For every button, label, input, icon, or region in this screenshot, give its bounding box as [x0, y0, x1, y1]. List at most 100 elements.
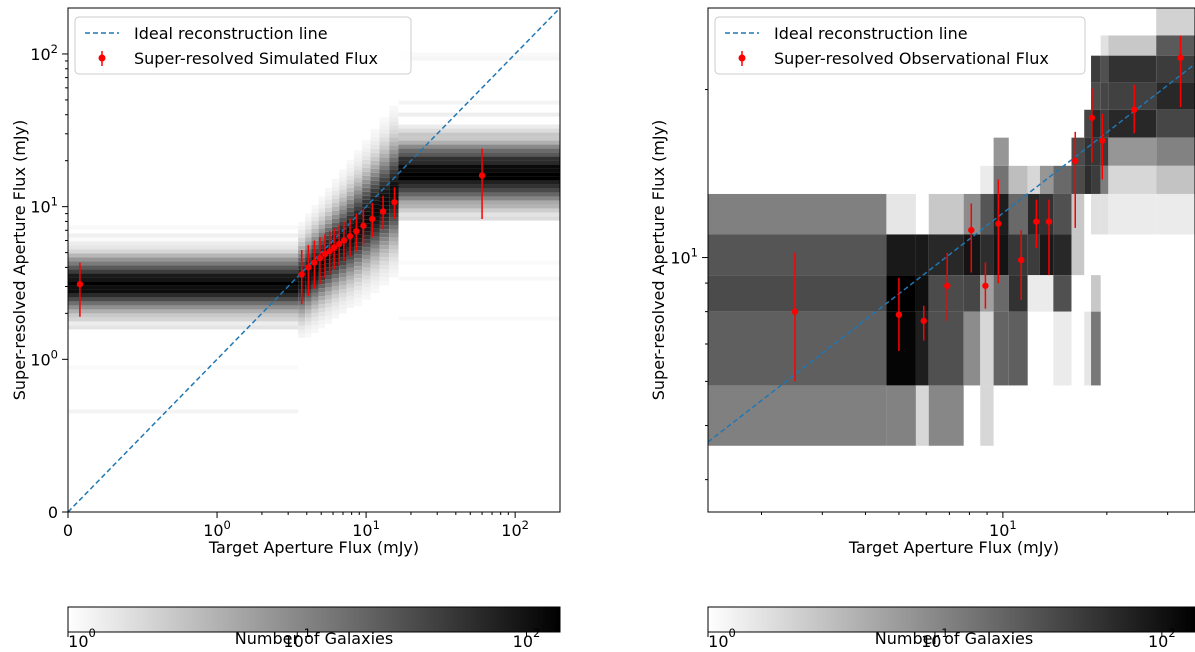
right-x-ticks: 101 [760, 512, 1169, 540]
x-tick-label: 0 [63, 521, 73, 540]
heatmap-cell [311, 212, 319, 217]
heatmap-cell [346, 195, 355, 200]
heatmap-cell [324, 311, 332, 316]
heatmap-cell [311, 224, 319, 229]
heatmap-cell [318, 232, 325, 237]
heatmap-cell [362, 279, 371, 284]
heatmap-cell [370, 212, 380, 217]
heatmap-cell [354, 198, 363, 203]
heatmap-cell [1053, 311, 1072, 386]
heatmap-cell [993, 234, 1009, 276]
heatmap-cell [354, 250, 363, 255]
left-heatmap [68, 52, 560, 414]
heatmap-cell [354, 226, 363, 231]
heatmap-cell [354, 282, 363, 287]
heatmap-cell [389, 233, 399, 238]
heatmap-cell [379, 121, 390, 126]
heatmap-cell [389, 169, 399, 174]
heatmap-cell [339, 205, 347, 210]
heatmap-cell [339, 293, 347, 298]
data-point [1088, 114, 1096, 121]
heatmap-cell [354, 154, 363, 159]
heatmap-cell [379, 269, 390, 274]
heatmap-cell [389, 265, 399, 270]
heatmap-cell [305, 325, 312, 330]
heatmap-cell [398, 176, 560, 181]
heatmap-cell [324, 283, 332, 288]
heatmap-cell [370, 132, 380, 137]
heatmap-cell [346, 279, 355, 284]
heatmap-cell [68, 325, 299, 330]
heatmap-cell [389, 125, 399, 130]
heatmap-cell [331, 258, 340, 263]
data-point [1099, 137, 1106, 144]
heatmap-cell [1100, 165, 1109, 194]
heatmap-cell [346, 287, 355, 292]
heatmap-cell [305, 217, 312, 222]
data-point [379, 208, 387, 215]
heatmap-cell [339, 289, 347, 294]
heatmap-cell [362, 191, 371, 196]
heatmap-cell [298, 233, 306, 238]
heatmap-cell [1108, 55, 1157, 83]
heatmap-cell [398, 216, 560, 221]
heatmap-cell [389, 113, 399, 118]
heatmap-cell [963, 311, 981, 386]
heatmap-cell [68, 237, 299, 242]
heatmap-cell [1108, 109, 1157, 138]
heatmap-cell [68, 301, 299, 306]
heatmap-cell [362, 291, 371, 296]
heatmap-cell [1156, 165, 1195, 194]
heatmap-cell [339, 297, 347, 302]
heatmap-cell [362, 179, 371, 184]
heatmap-cell [339, 269, 347, 274]
heatmap-cell [370, 160, 380, 165]
heatmap-cell [318, 200, 325, 205]
heatmap-cell [379, 245, 390, 250]
heatmap-cell [398, 112, 560, 117]
heatmap-cell [354, 302, 363, 307]
heatmap-cell [398, 124, 560, 129]
heatmap-cell [324, 291, 332, 296]
heatmap-cell [324, 275, 332, 280]
heatmap-cell [346, 203, 355, 208]
heatmap-cell [398, 184, 560, 189]
data-point [920, 317, 927, 325]
heatmap-cell [362, 215, 371, 220]
heatmap-cell [331, 186, 340, 191]
data-point [311, 259, 318, 266]
heatmap-cell [318, 204, 325, 209]
heatmap-cell [398, 180, 560, 185]
heatmap-cell [1156, 82, 1195, 110]
heatmap-cell [708, 234, 887, 276]
left-y-ticks: 0 100 101 102 [30, 42, 68, 522]
heatmap-cell [318, 296, 325, 301]
heatmap-cell [362, 247, 371, 252]
heatmap-cell [379, 229, 390, 234]
heatmap-cell [339, 225, 347, 230]
data-point [326, 248, 333, 255]
heatmap-cell [379, 145, 390, 150]
heatmap-cell [346, 167, 355, 172]
heatmap-cell [68, 285, 299, 290]
y-tick-label: 100 [30, 347, 58, 369]
right-legend-ideal-label: Ideal reconstruction line [774, 24, 968, 43]
heatmap-cell [398, 132, 560, 137]
heatmap-cell [68, 265, 299, 270]
heatmap-cell [389, 145, 399, 150]
heatmap-cell [68, 261, 299, 266]
heatmap-cell [1071, 193, 1085, 235]
heatmap-cell [915, 234, 929, 276]
heatmap-cell [354, 238, 363, 243]
heatmap-cell [318, 208, 325, 213]
heatmap-cell [354, 278, 363, 283]
heatmap-cell [298, 221, 306, 226]
data-point [305, 264, 312, 271]
data-point [944, 282, 951, 289]
heatmap-cell [362, 283, 371, 288]
heatmap-cell [370, 272, 380, 277]
heatmap-cell [68, 241, 299, 246]
heatmap-cell [362, 227, 371, 232]
heatmap-cell [331, 182, 340, 187]
heatmap-cell [389, 241, 399, 246]
